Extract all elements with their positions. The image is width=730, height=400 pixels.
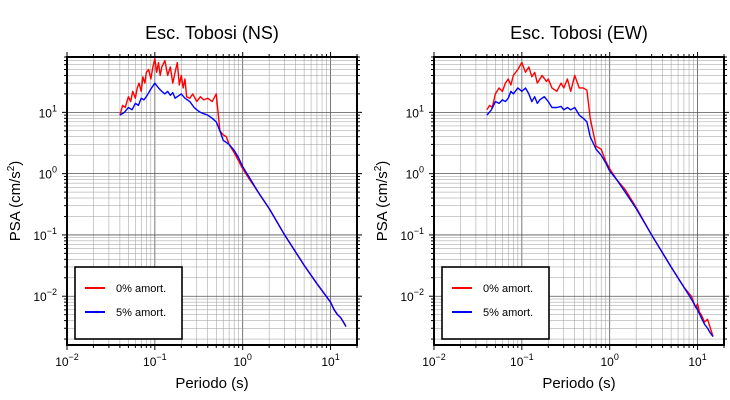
x-tick-label: 100: [601, 352, 619, 369]
x-axis-label: Periodo (s): [175, 375, 248, 392]
x-tick-label: 10−2: [55, 352, 79, 369]
grid: [67, 57, 357, 345]
legend-box: [74, 266, 183, 340]
y-tick-label: 10−2: [400, 287, 424, 304]
y-tick-label: 100: [406, 165, 424, 182]
legend: 0% amort. 5% amort.: [441, 266, 550, 340]
series-line-0pct: [486, 61, 714, 337]
y-axis-label: PSA (cm/s2): [373, 161, 391, 242]
y-tick-label: 10−1: [33, 226, 57, 243]
plot-frame: [433, 56, 725, 346]
x-tick-label: 101: [321, 352, 339, 369]
y-tick-label: 101: [406, 103, 424, 120]
legend-label: 0% amort.: [116, 283, 166, 295]
x-tick-label: 100: [234, 352, 252, 369]
series-line-5pct: [486, 87, 714, 337]
chart-panel-ew: Esc. Tobosi (EW) 10−2 10−1 100 101 10−2 10−1 10…: [373, 23, 729, 392]
tick-marks: [429, 52, 729, 350]
y-tick-label: 10−1: [400, 226, 424, 243]
chart-title: Esc. Tobosi (NS): [145, 23, 279, 43]
legend-box: [441, 266, 550, 340]
legend-label: 0% amort.: [483, 283, 533, 295]
x-axis-label: Periodo (s): [542, 375, 615, 392]
x-tick-label: 10−2: [422, 352, 446, 369]
x-tick-label: 101: [688, 352, 706, 369]
y-axis-label: PSA (cm/s2): [6, 161, 24, 242]
x-tick-label: 10−1: [143, 352, 167, 369]
y-tick-label: 100: [39, 165, 57, 182]
y-tick-label: 101: [39, 103, 57, 120]
chart-panel-ns: Esc. Tobosi (NS) 10−2 10−1 100 101 10−2 10−1 10…: [6, 23, 362, 392]
chart-title: Esc. Tobosi (EW): [510, 23, 648, 43]
legend: 0% amort. 5% amort.: [74, 266, 183, 340]
plot-frame: [66, 56, 358, 346]
legend-label: 5% amort.: [116, 307, 166, 319]
y-tick-label: 10−2: [33, 287, 57, 304]
tick-marks: [62, 52, 362, 350]
x-tick-label: 10−1: [510, 352, 534, 369]
series-line-5pct: [119, 82, 347, 327]
legend-label: 5% amort.: [483, 307, 533, 319]
